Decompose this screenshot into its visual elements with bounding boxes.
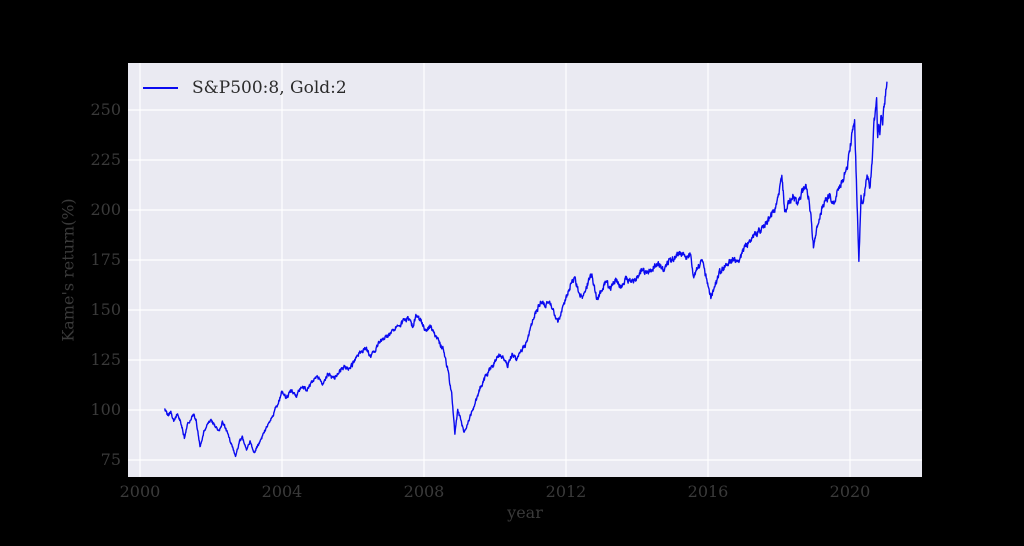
- x-tick-label: 2020: [829, 482, 871, 501]
- x-tick-label: 2004: [261, 482, 303, 501]
- y-tick-label: 100: [90, 400, 121, 419]
- legend: S&P500:8, Gold:2: [143, 78, 347, 98]
- x-tick-label: 2016: [687, 482, 729, 501]
- y-tick-label: 150: [90, 300, 121, 319]
- plot-area: [128, 63, 922, 477]
- y-tick-label: 225: [90, 150, 121, 169]
- x-tick-label: 2000: [119, 482, 161, 501]
- x-axis-label: year: [507, 503, 543, 522]
- y-tick-label: 250: [90, 100, 121, 119]
- x-tick-label: 2012: [545, 482, 587, 501]
- y-tick-label: 75: [100, 450, 121, 469]
- legend-label: S&P500:8, Gold:2: [192, 78, 347, 98]
- y-tick-label: 175: [90, 250, 121, 269]
- y-tick-label: 200: [90, 200, 121, 219]
- x-tick-label: 2008: [403, 482, 445, 501]
- y-tick-label: 125: [90, 350, 121, 369]
- series-line: [164, 81, 888, 458]
- y-axis-label: Kame's return(%): [58, 198, 78, 342]
- gridlines: [128, 63, 922, 477]
- legend-line-swatch: [143, 87, 178, 89]
